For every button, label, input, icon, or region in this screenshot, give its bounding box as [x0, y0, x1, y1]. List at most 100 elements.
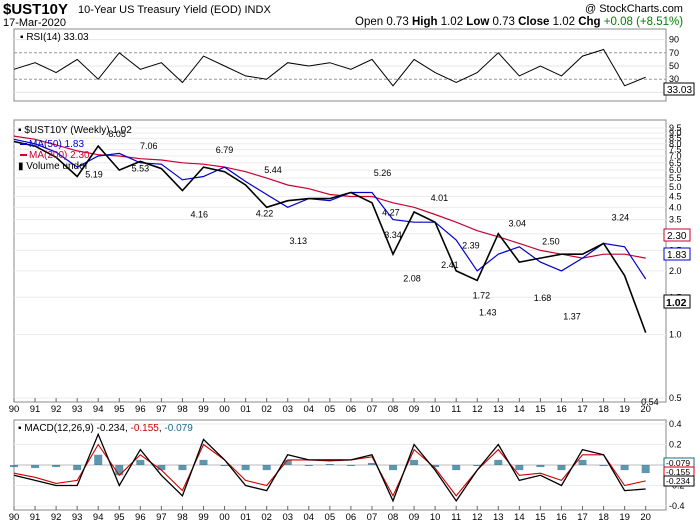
- x-tick-label: 96: [135, 512, 146, 523]
- price-panel: 9.59.08.58.07.57.06.56.05.55.04.54.0 3.5 3…: [13, 119, 691, 407]
- macd-hist-bar: [536, 465, 545, 468]
- x-tick-label: 94: [93, 512, 104, 523]
- macd-hist-bar: [452, 465, 461, 471]
- rsi-tick-label: 50: [669, 61, 679, 71]
- x-axis-top: 90 91 92 93 94 95 96 97 98 99 00 01 02 03 04 05 06 07 08 09…: [9, 398, 651, 415]
- x-tick-label: 94: [93, 404, 104, 415]
- macd-histogram: [10, 454, 650, 476]
- x-tick-label: 12: [472, 404, 483, 415]
- x-tick-label: 03: [282, 512, 293, 523]
- macd-hist-bar: [599, 465, 608, 466]
- price-annotation: 5.44: [264, 165, 282, 175]
- macd-hist-bar: [367, 462, 376, 465]
- price-tick-label: 2.0: [669, 266, 682, 276]
- ticker-description: 10-Year US Treasury Yield (EOD) INDX: [78, 4, 271, 16]
- price-tick-label: 1.0: [669, 329, 682, 339]
- low-value: 0.73: [492, 16, 515, 28]
- macd-hist-bar: [325, 463, 334, 465]
- x-tick-label: 07: [367, 404, 378, 415]
- price-annotation: 0.54: [641, 397, 659, 407]
- exchange-text: INDX: [244, 4, 271, 16]
- x-tick-label: 14: [514, 404, 525, 415]
- x-tick-label: 08: [388, 404, 399, 415]
- x-tick-label: 90: [9, 404, 20, 415]
- price-tick-label: 8.0: [669, 139, 682, 149]
- quote-bar: Open 0.73 High 1.02 Low 0.73 Close 1.02 …: [355, 16, 683, 28]
- x-tick-label: 98: [177, 512, 188, 523]
- legend-volume: ▮ Volume undef: [18, 161, 88, 172]
- rsi-panel: 9070503010 ▪ RSI(14) 33.03 33.03: [13, 28, 695, 102]
- ma200-tag: [663, 228, 691, 242]
- rsi-legend: ▪ RSI(14) 33.03: [20, 32, 89, 43]
- x-tick-label: 00: [219, 512, 230, 523]
- close-value: 1.02: [552, 16, 576, 28]
- macd-hist-bar: [346, 465, 355, 466]
- x-tick-label: 20: [640, 404, 651, 415]
- x-tick-label: 17: [577, 404, 588, 415]
- rsi-last-value: 33.03: [667, 85, 692, 96]
- x-tick-label: 95: [114, 404, 125, 415]
- macd-hist-bar: [641, 465, 650, 474]
- macd-hist-bar: [73, 465, 82, 471]
- macd-right-label: -0.234: [666, 476, 690, 486]
- price-line: [13, 140, 647, 333]
- price-annotation: 2.41: [441, 260, 459, 270]
- high-label: High: [411, 16, 438, 28]
- macd-hist-bar: [620, 465, 629, 471]
- x-tick-label: 18: [598, 512, 609, 523]
- macd-legend: ▪ MACD(12,26,9) -0.234, -0.155, -0.079: [18, 423, 193, 434]
- macd-tick-label: 0.4: [669, 419, 682, 429]
- x-tick-label: 01: [240, 512, 251, 523]
- rsi-tick-label: 30: [669, 74, 679, 84]
- x-tick-label: 13: [493, 512, 504, 523]
- x-tick-label: 15: [535, 512, 546, 523]
- rsi-tick-label: 70: [669, 48, 679, 58]
- macd-hist-bar: [431, 465, 440, 468]
- chg-value: +0.08 (+8.51%): [603, 16, 684, 28]
- macd-hist-bar: [473, 465, 482, 466]
- price-tick-label: 6.0: [669, 165, 682, 175]
- description-text: 10-Year US Treasury Yield (EOD): [78, 4, 242, 16]
- x-tick-label: 95: [114, 512, 125, 523]
- x-tick-label: 92: [51, 404, 62, 415]
- legend-price: ▪ $UST10Y (Weekly) 1.02: [18, 125, 132, 136]
- macd-hist-bar: [115, 465, 124, 476]
- macd-hist-bar: [410, 459, 419, 465]
- x-tick-label: 15: [535, 404, 546, 415]
- macd-hist-bar: [304, 465, 313, 466]
- ma50-tag-value: 1.83: [667, 250, 687, 261]
- rsi-line: [13, 48, 646, 87]
- macd-hist-bar: [136, 459, 145, 465]
- x-tick-label: 90: [9, 512, 20, 523]
- price-tick-label: 5.0: [669, 182, 682, 192]
- price-tick-label: 6.5: [669, 158, 682, 168]
- copyright-text: @ StockCharts.com: [585, 3, 683, 15]
- price-annotation: 2.08: [403, 273, 421, 283]
- x-tick-label: 10: [430, 404, 441, 415]
- x-tick-label: 10: [430, 512, 441, 523]
- macd-right-label: -0.079: [666, 458, 690, 468]
- macd-panel: 0.40.20.0-0.2-0.4 ▪ MACD(12,26,9) -0.234…: [10, 419, 695, 511]
- ma200-tag-value: 2.30: [667, 231, 687, 242]
- macd-hist-bar: [557, 465, 566, 471]
- x-tick-label: 01: [240, 404, 251, 415]
- macd-hist-bar: [389, 465, 398, 471]
- x-tick-label: 06: [346, 512, 357, 523]
- x-tick-label: 09: [409, 512, 420, 523]
- open-label: Open: [355, 16, 384, 28]
- legend-ma50: MA(50) 1.83: [29, 139, 84, 150]
- macd-hist-bar: [199, 459, 208, 465]
- price-tick-label: 9.5: [669, 123, 682, 133]
- price-annotation: 1.68: [534, 293, 552, 303]
- macd-tick-label: 0.2: [669, 440, 682, 450]
- macd-hist-bar: [262, 465, 271, 471]
- price-annotation: 4.01: [431, 193, 449, 203]
- x-tick-label: 02: [261, 512, 272, 523]
- rsi-last-box: [663, 82, 695, 96]
- x-tick-label: 09: [409, 404, 420, 415]
- x-tick-label: 92: [51, 512, 62, 523]
- price-annotation: 2.50: [542, 236, 560, 246]
- signal-line: [13, 443, 646, 498]
- x-tick-label: 97: [156, 404, 167, 415]
- x-tick-label: 20: [640, 512, 651, 523]
